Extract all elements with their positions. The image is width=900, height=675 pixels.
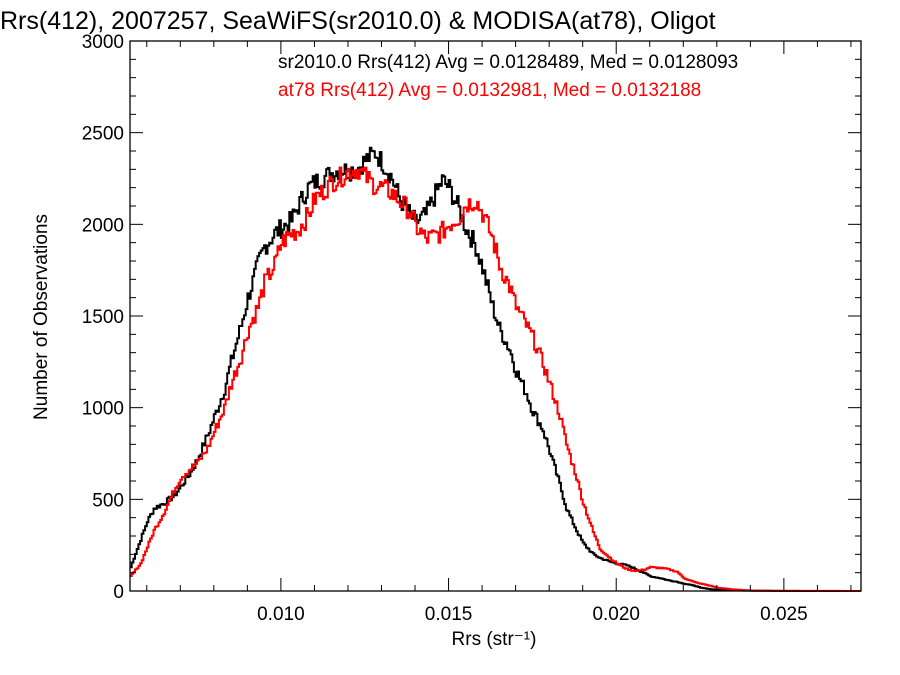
y-tick-label-6: 3000 <box>82 32 124 53</box>
x-tick-label-1: 0.015 <box>425 604 473 625</box>
series-line-1 <box>130 166 861 592</box>
y-tick-label-5: 2500 <box>82 124 124 145</box>
annotation-sr2010: sr2010.0 Rrs(412) Avg = 0.0128489, Med =… <box>278 52 738 73</box>
chart-title: Rrs(412), 2007257, SeaWiFS(sr2010.0) & M… <box>0 7 716 35</box>
series-line-0 <box>130 146 861 592</box>
x-axis-label: Rrs (str⁻¹) <box>452 629 537 650</box>
y-tick-label-2: 1000 <box>82 399 124 420</box>
y-tick-label-1: 500 <box>92 490 124 511</box>
x-tick-label-0: 0.010 <box>257 604 305 625</box>
x-tick-label-3: 0.025 <box>760 604 808 625</box>
plot-frame <box>129 40 862 592</box>
y-tick-label-0: 0 <box>113 582 124 603</box>
y-tick-label-4: 2000 <box>82 215 124 236</box>
x-tick-label-2: 0.020 <box>592 604 640 625</box>
plot-area: 0 500 1000 1500 2000 2500 3000 0.010 0.015 0.020 0… <box>82 32 862 625</box>
y-axis-label: Number of Observations <box>31 214 52 420</box>
annotation-at78: at78 Rrs(412) Avg = 0.0132981, Med = 0.0… <box>278 80 701 101</box>
y-tick-label-3: 1500 <box>82 307 124 328</box>
